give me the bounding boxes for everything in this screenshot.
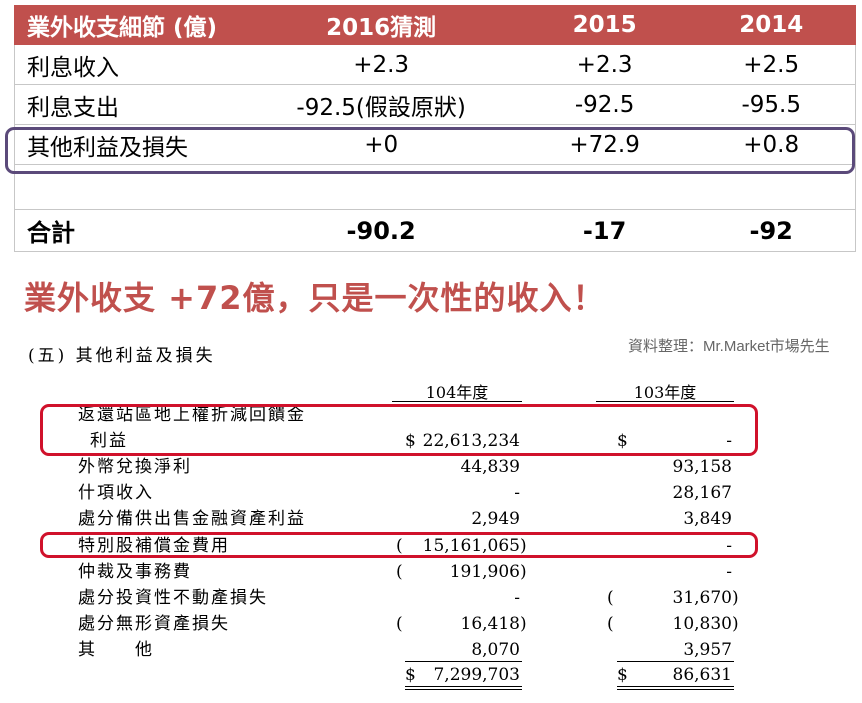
total-2016: -90.2: [346, 216, 416, 245]
total-2014: -92: [749, 216, 793, 245]
header-rule-103: [596, 401, 734, 402]
header-2016: 2016猜測: [326, 14, 437, 41]
statement-row: 處分投資性不動產損失 - ( 31,670 ): [0, 585, 862, 611]
value-103: 31,670: [672, 588, 732, 608]
close-paren: ): [520, 562, 527, 582]
total-2015: -17: [582, 216, 627, 245]
close-paren: ): [520, 614, 527, 634]
value-103: 10,830: [672, 614, 732, 634]
value-103: 3,957: [683, 640, 732, 660]
open-paren: (: [607, 588, 614, 608]
value-104: 16,418: [460, 614, 520, 634]
value-104: -: [514, 483, 520, 503]
cell-2016: +0: [364, 131, 399, 158]
value-103: -: [726, 562, 732, 582]
value-104: 2,949: [471, 509, 520, 529]
statement-row: 外幣兌換淨利 44,839 93,158: [0, 454, 862, 480]
summary-row-empty: [14, 165, 856, 210]
header-2014: 2014: [739, 11, 804, 38]
value-103: 3,849: [683, 509, 732, 529]
item-label: 利益: [90, 431, 128, 451]
currency-symbol: $: [405, 665, 416, 685]
item-label: 其 他: [78, 640, 154, 660]
cell-2015: -92.5: [574, 91, 635, 118]
value-104: 22,613,234: [422, 431, 520, 451]
summary-row-other-gains: 其他利益及損失 +0 +72.9 +0.8: [14, 125, 856, 165]
cell-2016: -92.5(假設原狀): [296, 94, 466, 121]
item-label: 處分無形資產損失: [78, 614, 230, 634]
cell-2015: +72.9: [569, 131, 640, 158]
cell-2015: +2.3: [576, 51, 633, 78]
highlight-box-other-gains: [5, 127, 855, 174]
summary-row-interest-expense: 利息支出 -92.5(假設原狀) -92.5 -95.5: [14, 85, 856, 125]
item-label: 處分備供出售金融資產利益: [78, 509, 306, 529]
summary-header-row: 業外收支細節 (億) 2016猜測 2015 2014: [14, 5, 856, 45]
value-104: -: [514, 588, 520, 608]
item-label: 仲裁及事務費: [78, 562, 192, 582]
open-paren: (: [607, 614, 614, 634]
value-104: 44,839: [460, 457, 520, 477]
statement-row: 處分備供出售金融資產利益 2,949 3,849: [0, 506, 862, 532]
summary-row-total: 合計 -90.2 -17 -92: [14, 210, 856, 252]
item-label: 返還站區地上權折減回饋金: [78, 405, 306, 425]
total-double-rule-103a: [617, 686, 734, 687]
item-label: 特別股補償金費用: [78, 536, 230, 556]
value-104: 15,161,065: [422, 536, 520, 556]
statement-row: 特別股補償金費用 ( 15,161,065 ) -: [0, 533, 862, 559]
close-paren: ): [732, 614, 739, 634]
item-label: 處分投資性不動產損失: [78, 588, 268, 608]
total-label: 合計: [27, 219, 75, 247]
open-paren: (: [396, 614, 403, 634]
total-103: 86,631: [672, 665, 732, 685]
total-104: 7,299,703: [433, 665, 520, 685]
row-label: 其他利益及損失: [27, 134, 188, 161]
currency-symbol: $: [617, 431, 628, 451]
statement-total-row: $ 7,299,703 $ 86,631: [0, 662, 862, 688]
header-2015: 2015: [572, 11, 637, 38]
headline: 業外收支 +72億，只是一次性的收入！: [24, 279, 606, 317]
highlight-box-preferred-compensation: [40, 532, 758, 558]
total-double-rule-103b: [617, 689, 734, 690]
statement-row: 仲裁及事務費 ( 191,906 ) -: [0, 559, 862, 585]
summary-table: 業外收支細節 (億) 2016猜測 2015 2014 利息收入 +2.3 +2…: [14, 5, 856, 252]
credit-text: 資料整理：Mr.Market市場先生: [628, 338, 830, 355]
value-104: 8,070: [471, 640, 520, 660]
open-paren: (: [396, 536, 403, 556]
value-103: 28,167: [672, 483, 732, 503]
header-rule-104: [392, 401, 522, 402]
cell-2016: +2.3: [353, 51, 410, 78]
value-104: 191,906: [449, 562, 520, 582]
value-103: 93,158: [672, 457, 732, 477]
total-double-rule-104b: [405, 689, 522, 690]
item-label: 什項收入: [78, 483, 154, 503]
header-label: 業外收支細節 (億): [27, 14, 218, 41]
statement-row: 什項收入 - 28,167: [0, 480, 862, 506]
statement-row: 返還站區地上權折減回饋金: [0, 402, 862, 428]
statement-row: 利益 $ 22,613,234 $ -: [0, 428, 862, 454]
statement-row: 處分無形資產損失 ( 16,418 ) ( 10,830 ): [0, 611, 862, 637]
year-104-header: 104年度: [425, 383, 489, 402]
open-paren: (: [396, 562, 403, 582]
year-103-header: 103年度: [633, 383, 697, 402]
close-paren: ): [520, 536, 527, 556]
currency-symbol: $: [617, 665, 628, 685]
close-paren: ): [732, 588, 739, 608]
statement-row: 其 他 8,070 3,957: [0, 637, 862, 663]
item-label: 外幣兌換淨利: [78, 457, 192, 477]
total-double-rule-104a: [405, 686, 522, 687]
cell-2014: +2.5: [743, 51, 800, 78]
row-label: 利息支出: [27, 94, 119, 121]
row-label: 利息收入: [27, 54, 119, 81]
highlight-box-land-rights: [40, 404, 758, 456]
section-title: (五) 其他利益及損失: [28, 346, 216, 366]
cell-2014: +0.8: [743, 131, 800, 158]
subtotal-rule-104: [405, 661, 522, 662]
subtotal-rule-103: [617, 661, 734, 662]
currency-symbol: $: [405, 431, 416, 451]
summary-row-interest-income: 利息收入 +2.3 +2.3 +2.5: [14, 45, 856, 85]
value-103: -: [726, 536, 732, 556]
value-103: -: [726, 431, 732, 451]
cell-2014: -95.5: [741, 91, 801, 118]
